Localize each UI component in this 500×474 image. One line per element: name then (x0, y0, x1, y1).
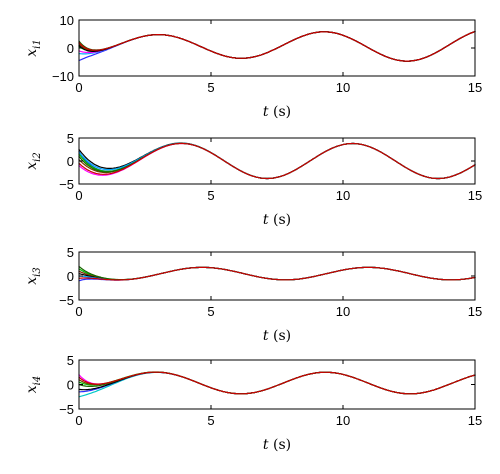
series-line-8 (78, 142, 476, 180)
series-line-8 (78, 31, 476, 62)
series-line-2 (78, 31, 476, 62)
series-line-1 (78, 31, 476, 62)
series-line-3 (78, 371, 476, 395)
series-line-6 (78, 371, 476, 395)
x-tick-label: 10 (336, 80, 350, 95)
x-tick-label: 5 (207, 413, 214, 428)
y-tick-label: 5 (67, 131, 74, 146)
x-axis-label: t (s) (263, 104, 291, 120)
y-tick-label: 0 (67, 154, 74, 169)
y-axis-label: xi1 (24, 39, 43, 56)
y-tick-label: 10 (60, 13, 74, 28)
x-tick-label: 0 (75, 188, 82, 203)
x-tick-label: 10 (336, 304, 350, 319)
series-line-7 (78, 31, 476, 62)
x-tick-label: 10 (336, 188, 350, 203)
x-axis-label: t (s) (263, 212, 291, 228)
series-line-6 (78, 31, 476, 62)
x-axis-label: t (s) (263, 437, 291, 453)
x-tick-label: 15 (468, 304, 482, 319)
axes-frame (78, 359, 476, 410)
x-tick-label: 15 (468, 413, 482, 428)
series-line-8 (78, 266, 476, 281)
y-tick-label: 0 (67, 378, 74, 393)
x-tick-label: 0 (75, 304, 82, 319)
series-line-2 (78, 371, 476, 395)
x-tick-label: 15 (468, 188, 482, 203)
series-line-8 (78, 371, 476, 395)
axes-frame (78, 251, 476, 301)
series-line-3 (78, 31, 476, 62)
y-tick-label: −10 (52, 69, 74, 84)
x-tick-label: 10 (336, 413, 350, 428)
x-tick-label: 15 (468, 80, 482, 95)
y-axis-label: xi4 (24, 376, 43, 393)
y-axis-label: xi3 (24, 267, 43, 284)
x-tick-label: 0 (75, 413, 82, 428)
y-tick-label: 0 (67, 269, 74, 284)
y-tick-label: −5 (59, 293, 74, 308)
y-tick-label: 5 (67, 353, 74, 368)
y-tick-label: −5 (59, 402, 74, 417)
series-line-5 (78, 31, 476, 62)
x-tick-label: 5 (207, 304, 214, 319)
y-tick-label: 5 (67, 245, 74, 260)
y-tick-label: −5 (59, 177, 74, 192)
series-line-4 (78, 31, 476, 62)
x-axis-label: t (s) (263, 328, 291, 344)
x-tick-label: 5 (207, 188, 214, 203)
x-tick-label: 0 (75, 80, 82, 95)
y-axis-label: xi2 (24, 152, 43, 169)
x-tick-label: 5 (207, 80, 214, 95)
y-tick-label: 0 (67, 41, 74, 56)
